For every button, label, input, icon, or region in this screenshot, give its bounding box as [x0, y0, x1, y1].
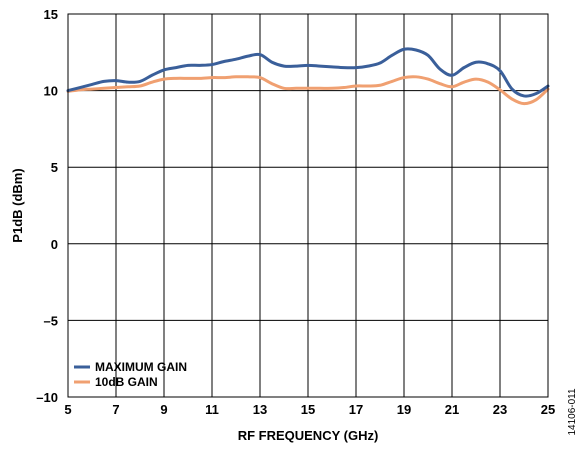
legend-label-maximum-gain: MAXIMUM GAIN	[95, 360, 187, 374]
x-tick-label: 13	[253, 402, 267, 417]
x-tick-label: 5	[64, 402, 71, 417]
x-tick-label: 19	[397, 402, 411, 417]
y-tick-label: 10	[44, 84, 58, 99]
x-tick-label: 23	[493, 402, 507, 417]
y-tick-labels: –10 –5 0 5 10 15	[36, 7, 58, 405]
y-tick-label: 5	[51, 160, 58, 175]
grid	[67, 13, 549, 398]
series-line-10db-gain	[66, 75, 550, 106]
y-tick-label: 0	[51, 237, 58, 252]
plot-frame	[67, 13, 549, 398]
y-tick-label: 15	[44, 7, 58, 22]
x-axis-title: RF FREQUENCY (GHz)	[238, 428, 379, 443]
series-line-maximum-gain	[66, 47, 550, 98]
x-tick-label: 9	[160, 402, 167, 417]
x-tick-label: 15	[301, 402, 315, 417]
x-tick-label: 11	[205, 402, 219, 417]
figure-id: 14106-011	[567, 388, 578, 436]
y-tick-label: –5	[44, 313, 58, 328]
x-tick-label: 7	[112, 402, 119, 417]
x-tick-label: 21	[445, 402, 459, 417]
y-tick-label: –10	[36, 390, 58, 405]
y-axis-title: P1dB (dBm)	[10, 168, 25, 242]
legend-label-10db-gain: 10dB GAIN	[95, 375, 158, 389]
x-tick-labels: 5 7 9 11 13 15 17 19 21 23 25	[64, 402, 555, 417]
x-tick-label: 25	[541, 402, 555, 417]
x-tick-label: 17	[349, 402, 363, 417]
series-lines	[66, 47, 550, 106]
